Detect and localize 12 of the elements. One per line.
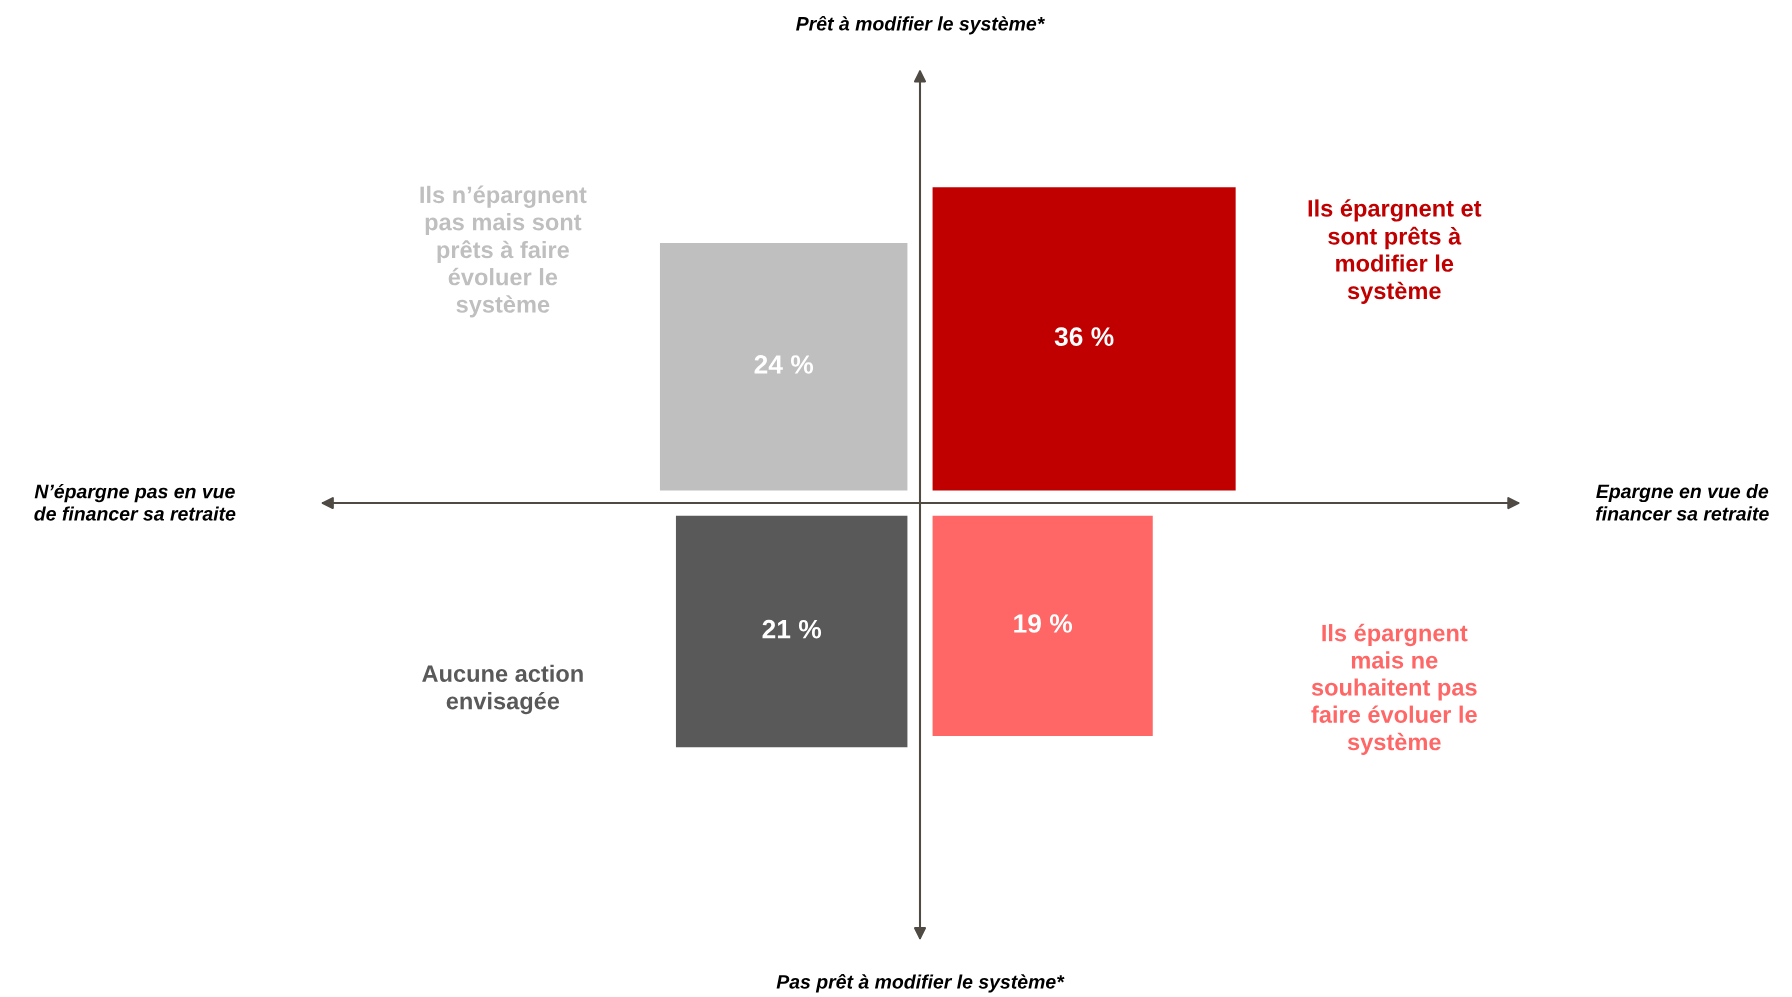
text: N’épargne pas en vue de financer sa retraite bbox=[34, 483, 236, 521]
data-label: 19 % bbox=[1014, 614, 1073, 633]
category-label: Ils épargnent et sont prêts à modifier le système bbox=[1308, 199, 1482, 304]
text: Epargne en vue de financer sa retraite bbox=[1595, 483, 1769, 521]
data-label: 36 % bbox=[1054, 327, 1114, 347]
data-label: 24 % bbox=[754, 355, 814, 374]
text: Prêt à modifier le système* bbox=[796, 15, 1046, 35]
data-label: 21 % bbox=[762, 619, 822, 639]
text: Pas prêt à modifier le système* bbox=[776, 974, 1065, 993]
category-label: Ils n’épargnent pas mais sont prêts à faire évoluer le système bbox=[420, 185, 587, 318]
category-label: Ils épargnent mais ne souhaitent pas faire évoluer le système bbox=[1311, 623, 1477, 756]
category-label: Aucune action envisagée bbox=[422, 664, 583, 715]
